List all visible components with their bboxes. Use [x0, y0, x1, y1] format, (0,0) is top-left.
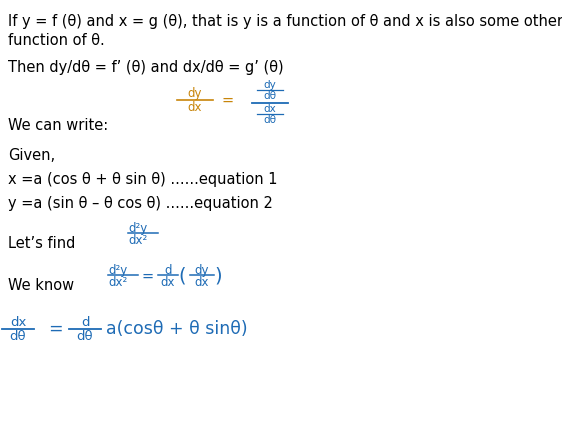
- Text: a(cosθ + θ sinθ): a(cosθ + θ sinθ): [106, 320, 248, 338]
- Text: d: d: [164, 264, 172, 277]
- Text: y =a (sin θ – θ cos θ) ......equation 2: y =a (sin θ – θ cos θ) ......equation 2: [8, 196, 273, 211]
- Text: x =a (cos θ + θ sin θ) ......equation 1: x =a (cos θ + θ sin θ) ......equation 1: [8, 172, 278, 187]
- Text: d²y: d²y: [128, 222, 147, 235]
- Text: dx: dx: [188, 101, 202, 114]
- Text: (: (: [178, 266, 186, 286]
- Text: =: =: [142, 268, 154, 283]
- Text: dθ: dθ: [10, 330, 26, 343]
- Text: We know: We know: [8, 278, 74, 293]
- Text: dx²: dx²: [128, 234, 147, 247]
- Text: dy: dy: [188, 87, 202, 100]
- Text: Then dy/dθ = f’ (θ) and dx/dθ = g’ (θ): Then dy/dθ = f’ (θ) and dx/dθ = g’ (θ): [8, 60, 284, 75]
- Text: Let’s find: Let’s find: [8, 236, 75, 251]
- Text: dx²: dx²: [108, 276, 127, 289]
- Text: dy: dy: [264, 80, 277, 90]
- Text: d: d: [81, 316, 89, 329]
- Text: ): ): [214, 266, 222, 286]
- Text: dx: dx: [195, 276, 209, 289]
- Text: dx: dx: [10, 316, 26, 329]
- Text: If y = f (θ) and x = g (θ), that is y is a function of θ and x is also some othe: If y = f (θ) and x = g (θ), that is y is…: [8, 14, 562, 29]
- Text: dθ: dθ: [264, 115, 277, 125]
- Text: dx: dx: [161, 276, 175, 289]
- Text: function of θ.: function of θ.: [8, 33, 105, 48]
- Text: We can write:: We can write:: [8, 118, 108, 133]
- Text: =: =: [48, 320, 62, 338]
- Text: dx: dx: [264, 104, 277, 114]
- Text: dy: dy: [195, 264, 209, 277]
- Text: dθ: dθ: [264, 91, 277, 101]
- Text: =: =: [222, 92, 234, 107]
- Text: d²y: d²y: [108, 264, 127, 277]
- Text: dθ: dθ: [76, 330, 93, 343]
- Text: Given,: Given,: [8, 148, 55, 163]
